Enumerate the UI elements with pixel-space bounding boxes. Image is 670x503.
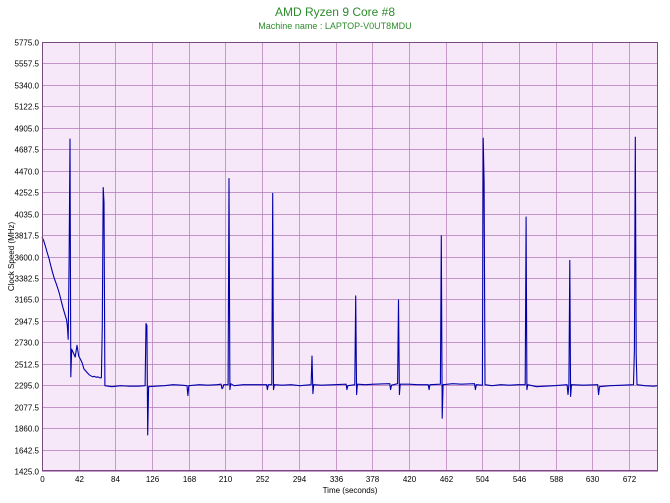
- x-tick-label: 546: [513, 475, 527, 484]
- x-tick-label: 630: [586, 475, 600, 484]
- x-tick-label: 378: [366, 475, 380, 484]
- y-tick-label: 2947.5: [15, 318, 40, 327]
- y-tick-label: 2730.0: [15, 339, 40, 348]
- x-tick-label: 252: [256, 475, 270, 484]
- tick-layer: 1425.0 1642.5 1860.0 2077.5 2295.0 2512.5 2730…: [15, 39, 637, 485]
- chart-title: AMD Ryzen 9 Core #8: [274, 5, 396, 19]
- y-tick-label: 5122.5: [15, 103, 40, 112]
- series-line: [41, 136, 659, 436]
- y-tick-label: 2077.5: [15, 404, 40, 413]
- x-tick-label: 462: [440, 475, 454, 484]
- plot-area: [42, 42, 658, 471]
- y-tick-label: 5340.0: [15, 82, 40, 91]
- x-tick-label: 294: [293, 475, 307, 484]
- x-tick-label: 0: [40, 475, 45, 484]
- y-tick-label: 2295.0: [15, 382, 40, 391]
- y-tick-label: 3382.5: [15, 275, 40, 284]
- y-tick-label: 2512.5: [15, 361, 40, 370]
- x-tick-label: 504: [476, 475, 490, 484]
- x-tick-label: 336: [330, 475, 344, 484]
- y-tick-label: 1642.5: [15, 447, 40, 456]
- y-tick-label: 4252.5: [15, 189, 40, 198]
- x-tick-label: 126: [146, 475, 160, 484]
- plot-border: [42, 42, 658, 471]
- y-tick-label: 1860.0: [15, 425, 40, 434]
- x-tick-label: 84: [111, 475, 120, 484]
- x-tick-label: 420: [403, 475, 417, 484]
- x-tick-label: 588: [550, 475, 564, 484]
- y-tick-label: 4035.0: [15, 211, 40, 220]
- x-tick-label: 168: [183, 475, 197, 484]
- chart-subtitle: Machine name : LAPTOP-V0UT8MDU: [258, 21, 412, 31]
- x-tick-label: 210: [219, 475, 233, 484]
- y-tick-label: 1425.0: [15, 468, 40, 477]
- y-tick-label: 5557.5: [15, 60, 40, 69]
- x-tick-label: 672: [623, 475, 637, 484]
- x-axis-label: Time (seconds): [323, 486, 378, 495]
- y-tick-label: 3165.0: [15, 296, 40, 305]
- y-tick-label: 5775.0: [15, 39, 40, 48]
- grid-layer: [42, 42, 658, 472]
- y-tick-label: 4687.5: [15, 146, 40, 155]
- y-tick-label: 3600.0: [15, 254, 40, 263]
- y-tick-label: 3817.5: [15, 232, 40, 241]
- y-tick-label: 4470.0: [15, 168, 40, 177]
- y-axis-label: Clock Speed (MHz): [7, 221, 16, 291]
- x-tick-label: 42: [75, 475, 84, 484]
- y-tick-label: 4905.0: [15, 125, 40, 134]
